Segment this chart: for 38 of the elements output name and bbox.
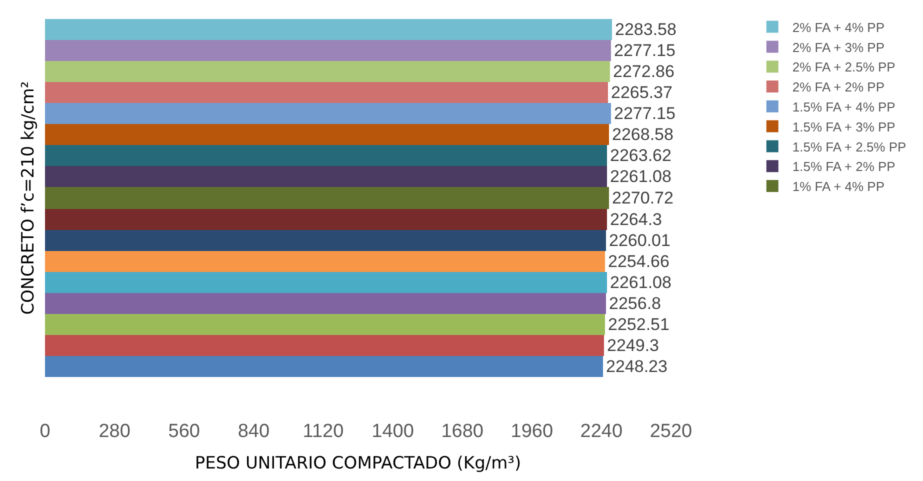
x-tick-label: 2240: [580, 421, 623, 442]
data-label: 2263.62: [610, 146, 672, 165]
x-tick-label: 1400: [372, 421, 414, 442]
data-label: 2254.66: [608, 252, 670, 271]
data-label: 2277.15: [614, 41, 676, 60]
x-tick-label: 840: [238, 421, 270, 442]
x-tick-label: 560: [168, 421, 200, 442]
data-label: 2277.15: [614, 104, 676, 123]
legend-label: 2% FA + 2.5% PP: [792, 60, 896, 75]
legend-label: 1.5% FA + 3% PP: [792, 119, 896, 134]
x-tick-label: 1960: [510, 421, 554, 442]
data-label: 2268.58: [612, 125, 674, 144]
legend-label: 1.5% FA + 4% PP: [792, 99, 896, 114]
data-label: 2248.23: [606, 357, 668, 376]
x-tick-label: 2520: [650, 421, 692, 442]
data-label: 2261.08: [610, 167, 672, 186]
data-label: 2265.37: [611, 83, 672, 102]
data-label: 2249.3: [607, 336, 659, 355]
y-axis-title: CONCRETO f’c=210 kg/cm²: [18, 81, 39, 315]
legend-label: 1.5% FA + 2% PP: [792, 159, 896, 174]
data-label: 2256.8: [609, 294, 661, 313]
data-label: 2252.51: [608, 315, 670, 334]
data-label: 2261.08: [610, 273, 672, 292]
x-tick-label: 1680: [441, 421, 484, 442]
data-label: 2264.3: [610, 210, 662, 229]
x-tick-label: 280: [98, 421, 130, 442]
legend-label: 1% FA + 4% PP: [792, 179, 885, 194]
legend-label: 2% FA + 3% PP: [792, 40, 885, 55]
x-tick-label: 1120: [302, 421, 344, 442]
data-label: 2260.01: [609, 231, 670, 250]
legend-label: 2% FA + 2% PP: [792, 80, 885, 95]
data-label: 2272.86: [613, 62, 674, 81]
legend-label: 2% FA + 4% PP: [792, 20, 885, 35]
data-label: 2283.58: [615, 20, 676, 39]
x-axis-title: PESO UNITARIO COMPACTADO (Kg/m³): [194, 453, 522, 474]
data-label: 2270.72: [612, 188, 674, 208]
x-tick-label: 0: [40, 421, 50, 442]
legend-label: 1.5% FA + 2.5% PP: [792, 139, 906, 154]
